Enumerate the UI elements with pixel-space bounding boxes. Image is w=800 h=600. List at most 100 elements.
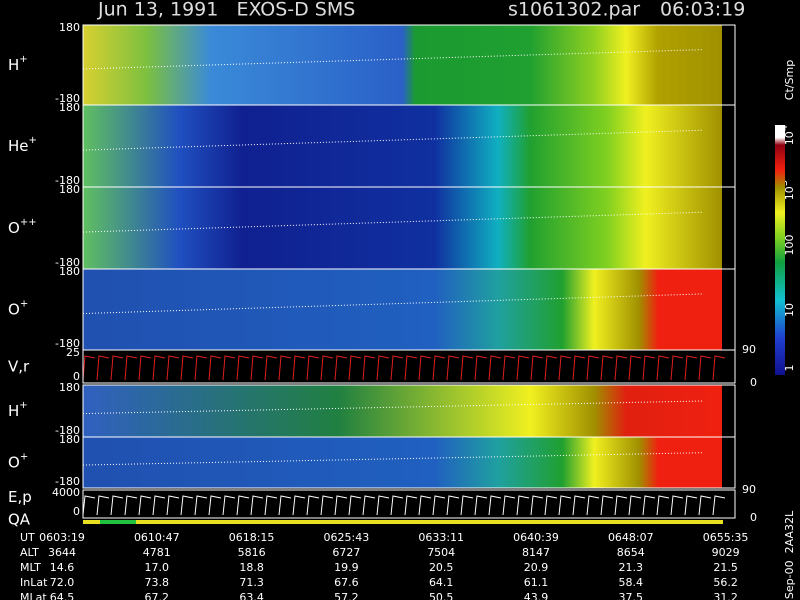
trace bbox=[82, 355, 726, 381]
y-top: 25 bbox=[66, 346, 80, 359]
colorbar-label-base: 100 bbox=[783, 235, 796, 256]
y-bottom: -180 bbox=[55, 475, 80, 488]
cell: 73.8 bbox=[145, 576, 170, 589]
colorbar-label-base: 10 bbox=[783, 303, 796, 317]
trace bbox=[82, 49, 704, 70]
cell: 57.2 bbox=[334, 591, 359, 600]
cell: 5816 bbox=[238, 546, 266, 559]
cell: 20.9 bbox=[524, 561, 549, 574]
cell: 9029 bbox=[712, 546, 740, 559]
panel-frame bbox=[82, 489, 736, 519]
file: s1061302.par bbox=[508, 0, 640, 21]
panel-label-sup: ++ bbox=[20, 217, 37, 228]
y-top: 180 bbox=[59, 381, 80, 394]
cell: 0640:39 bbox=[513, 531, 559, 544]
panel-label-base: O bbox=[8, 219, 20, 237]
panel-label-sup: + bbox=[19, 400, 27, 411]
row-name: UT bbox=[20, 531, 35, 544]
cell: 0633:11 bbox=[418, 531, 464, 544]
y-bottom: 0 bbox=[73, 370, 80, 383]
panel-label: O+ bbox=[8, 452, 28, 472]
row-name: ALT bbox=[20, 546, 39, 559]
cell: 8147 bbox=[522, 546, 550, 559]
spectrogram bbox=[83, 385, 722, 437]
cell: 37.5 bbox=[619, 591, 644, 600]
panel-label: QA bbox=[8, 511, 31, 529]
cell: 0625:43 bbox=[324, 531, 370, 544]
panel-frame bbox=[82, 436, 736, 489]
panel-label: O++ bbox=[8, 217, 37, 237]
qa-bar bbox=[83, 520, 723, 524]
colorbar-label-base: 1 bbox=[783, 365, 796, 372]
y2-bottom: 0 bbox=[750, 511, 757, 524]
y-bottom: -180 bbox=[55, 424, 80, 437]
trace bbox=[82, 452, 704, 466]
cell: 67.2 bbox=[145, 591, 170, 600]
ephemeris: UT 0603:19 0610:47 0618:15 0625:43 0633:11 064… bbox=[20, 531, 748, 600]
y-top: 180 bbox=[59, 433, 80, 446]
y-top: 180 bbox=[59, 265, 80, 278]
panel-label-sup: + bbox=[20, 299, 28, 310]
cell: 31.2 bbox=[713, 591, 738, 600]
cell: 0610:47 bbox=[134, 531, 180, 544]
cell: 14.6 bbox=[50, 561, 75, 574]
cell: 56.2 bbox=[713, 576, 738, 589]
panel-label: V,r bbox=[8, 357, 30, 375]
y-bottom: -180 bbox=[55, 337, 80, 350]
y-top: 180 bbox=[59, 21, 80, 34]
cell: 17.0 bbox=[145, 561, 170, 574]
spectrogram bbox=[83, 25, 722, 105]
time: 06:03:19 bbox=[660, 0, 745, 21]
spectrogram bbox=[83, 269, 722, 350]
cell: 43.9 bbox=[524, 591, 549, 600]
cell: 8654 bbox=[617, 546, 645, 559]
cell: 0618:15 bbox=[229, 531, 275, 544]
panel-label-base: E,p bbox=[8, 488, 32, 506]
cell: 21.5 bbox=[713, 561, 738, 574]
colorbar-label: 1 bbox=[783, 365, 796, 372]
colorbar-label: 100 bbox=[783, 235, 796, 256]
y-top: 180 bbox=[59, 183, 80, 196]
y-bottom: -180 bbox=[55, 256, 80, 269]
trace bbox=[82, 400, 704, 415]
y-bottom: 0 bbox=[73, 505, 80, 518]
colorbar-label: 10 bbox=[783, 303, 796, 317]
trace bbox=[82, 293, 704, 315]
cell: 63.4 bbox=[239, 591, 264, 600]
panel-label-base: H bbox=[8, 56, 19, 74]
panel-label-base: O bbox=[8, 453, 20, 471]
panel-label-sup: + bbox=[20, 452, 28, 463]
cell: 67.6 bbox=[334, 576, 359, 589]
panel-label-sup: + bbox=[19, 54, 27, 65]
panel-label-base: He bbox=[8, 137, 29, 155]
spectrogram bbox=[83, 105, 722, 187]
cell: 19.9 bbox=[334, 561, 359, 574]
cell: 4781 bbox=[143, 546, 171, 559]
panel-label: H+ bbox=[8, 400, 28, 420]
cell: 3644 bbox=[48, 546, 76, 559]
y-bottom: -180 bbox=[55, 92, 80, 105]
cell: 7504 bbox=[427, 546, 455, 559]
title: Jun 13, 1991 EXOS-D SMS bbox=[97, 0, 355, 21]
y2-top: 90 bbox=[742, 483, 756, 496]
cell: 21.3 bbox=[619, 561, 644, 574]
y-top: 4000 bbox=[52, 486, 80, 499]
cell: 64.5 bbox=[50, 591, 75, 600]
y2-bottom: 0 bbox=[750, 376, 757, 389]
cell: 58.4 bbox=[619, 576, 644, 589]
panel-label-base: H bbox=[8, 402, 19, 420]
cell: 61.1 bbox=[524, 576, 549, 589]
cell: 0655:35 bbox=[703, 531, 749, 544]
cell: 20.5 bbox=[429, 561, 454, 574]
panel-frame bbox=[82, 349, 736, 384]
qa-bar bbox=[100, 520, 136, 524]
cell: 0603:19 bbox=[39, 531, 85, 544]
row-name: MLT bbox=[20, 561, 41, 574]
cell: 50.5 bbox=[429, 591, 454, 600]
cell: 72.0 bbox=[50, 576, 75, 589]
panel-label: E,p bbox=[8, 488, 32, 506]
trace bbox=[82, 211, 704, 233]
spectrogram bbox=[83, 437, 722, 488]
panel-label-base: V,r bbox=[8, 357, 30, 375]
